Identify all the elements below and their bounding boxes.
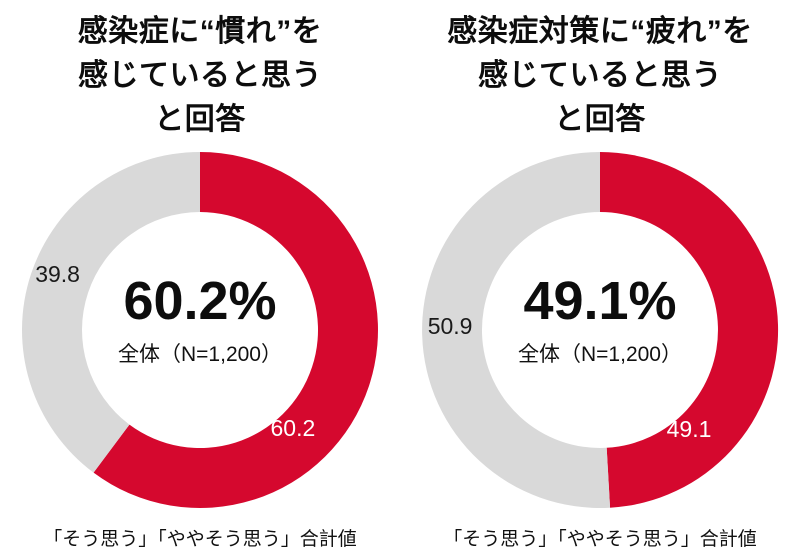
donut-chart-left: 感染症に“慣れ”を 感じていると思う と回答 60.2 39.8 60.2% 全体… (0, 10, 400, 550)
chart-title-right: 感染症対策に“疲れ”を 感じていると思う と回答 (400, 10, 800, 142)
donut-ring-left: 60.2 39.8 (21, 152, 378, 508)
donut-right: 49.1 50.9 49.1% 全体（N=1,200） (400, 130, 800, 530)
donut-slice (600, 151, 779, 508)
donut-ring-right: 49.1 50.9 (422, 151, 779, 508)
slice-value-label: 60.2 (271, 415, 316, 441)
donut-slice (93, 152, 378, 508)
chart-title-line: 感染症対策に“疲れ”を (447, 15, 753, 48)
chart-title-left: 感染症に“慣れ”を 感じていると思う と回答 (0, 10, 400, 142)
slice-value-label: 50.9 (428, 313, 473, 339)
chart-title-line: 感じていると思う (478, 59, 722, 92)
chart-footnote-right: 「そう思う」「ややそう思う」合計値 (443, 529, 757, 550)
chart-title-line: 感染症に“慣れ”を (77, 15, 323, 48)
chart-footnote-left: 「そう思う」「ややそう思う」合計値 (43, 529, 357, 550)
donut-slice (422, 152, 611, 508)
chart-title-line: と回答 (554, 103, 646, 136)
donut-left: 60.2 39.8 60.2% 全体（N=1,200） (0, 130, 400, 530)
chart-title-line: 感じていると思う (78, 59, 322, 92)
slice-value-label: 49.1 (667, 416, 712, 442)
donut-chart-right: 感染症対策に“疲れ”を 感じていると思う と回答 49.1 50.9 49.1% … (400, 0, 800, 559)
donut-slice (21, 152, 200, 473)
chart-title-line: と回答 (154, 103, 246, 136)
slice-value-label: 39.8 (35, 261, 80, 287)
